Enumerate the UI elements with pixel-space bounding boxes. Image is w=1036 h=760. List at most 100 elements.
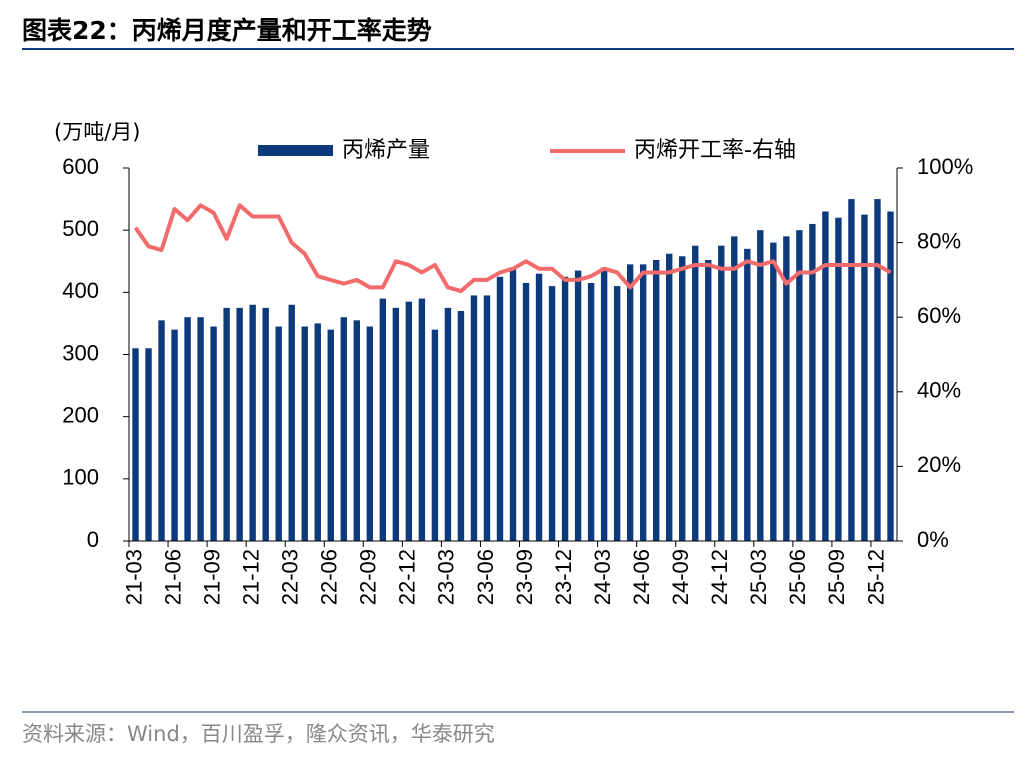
y-tick-label: 200 [62,402,99,427]
bar [796,230,803,541]
y2-tick-label: 100% [917,154,973,179]
bar [679,256,686,541]
bar [288,304,295,541]
bar [692,245,699,542]
bar [197,317,204,541]
bar [392,307,400,541]
bar [652,260,660,541]
x-tick-label: 24-06 [629,549,654,605]
bar [418,298,426,541]
bar [600,267,608,541]
legend-label: 丙烯开工率-右轴 [634,138,796,163]
bar [822,211,829,541]
bar [444,307,452,541]
bar [887,211,894,541]
y2-tick-label: 80% [917,228,961,253]
x-tick-label: 25-12 [863,549,888,605]
bar [301,326,308,541]
bar [431,329,439,541]
bar [731,236,738,541]
legend-swatch [258,145,333,156]
x-tick-label: 22-12 [395,549,420,605]
x-tick-label: 23-06 [473,549,498,605]
x-tick-label: 25-06 [785,549,810,605]
line [133,203,892,294]
x-tick-label: 21-06 [160,549,185,605]
y-tick-label: 400 [62,278,99,303]
bar [145,348,152,541]
bar [835,217,842,541]
x-tick-label: 22-09 [356,549,381,605]
chart-title: 图表22：丙烯月度产量和开工率走势 [22,16,432,45]
bar [626,264,634,541]
bar [366,326,374,541]
bar [353,320,360,541]
bar [744,248,751,542]
bar [223,307,230,541]
bar [874,199,881,542]
bar [770,242,777,541]
bar [314,323,321,541]
x-tick-label: 22-06 [317,549,342,605]
y2-tick-label: 0% [917,527,949,552]
y-axis-label: (万吨/月) [54,120,140,144]
bar [457,310,465,541]
bar [470,295,478,541]
bar [861,214,868,541]
bar [379,298,387,541]
bar [666,253,673,542]
y-tick-label: 500 [62,216,99,241]
bar [705,260,712,541]
bar [236,307,243,541]
x-tick-label: 23-12 [551,549,576,605]
x-tick-label: 24-09 [668,549,693,605]
bar [718,245,725,542]
x-tick-label: 21-03 [121,549,146,605]
x-tick-label: 22-03 [278,549,303,605]
bar [249,304,256,541]
y-tick-label: 600 [62,154,99,179]
y-tick-label: 100 [62,465,99,490]
bar [171,329,178,541]
bar [757,230,764,541]
bar [509,267,517,541]
bar [275,326,282,541]
bar [809,223,816,541]
y2-tick-label: 60% [917,303,961,328]
bar [561,276,569,541]
bar [613,286,621,541]
bar [158,320,165,541]
bar [327,329,334,541]
bar [483,295,491,541]
bar [522,283,530,541]
y2-tick-label: 20% [917,452,961,477]
bar [132,348,139,541]
bar [496,276,504,541]
legend-label: 丙烯产量 [342,138,430,163]
bar [574,270,582,541]
y-tick-label: 0 [87,527,99,552]
y2-tick-label: 40% [917,378,961,403]
bar [210,326,217,541]
x-tick-label: 21-12 [238,549,263,605]
x-tick-label: 24-12 [707,549,732,605]
y-tick-label: 300 [62,340,99,365]
bar [587,283,595,541]
bar [548,286,556,541]
bar [184,317,191,541]
bar [262,307,269,541]
bar [848,199,855,542]
source: 资料来源：Wind，百川盈孚，隆众资讯，华泰研究 [22,722,495,746]
x-tick-label: 25-09 [824,549,849,605]
x-tick-label: 24-03 [590,549,615,605]
bar [535,273,543,541]
x-tick-label: 21-09 [199,549,224,605]
x-tick-label: 23-03 [434,549,459,605]
bar [405,301,413,541]
bar [639,264,647,541]
bar [340,317,347,541]
x-tick-label: 25-03 [746,549,771,605]
x-tick-label: 23-09 [512,549,537,605]
bar [783,236,790,541]
